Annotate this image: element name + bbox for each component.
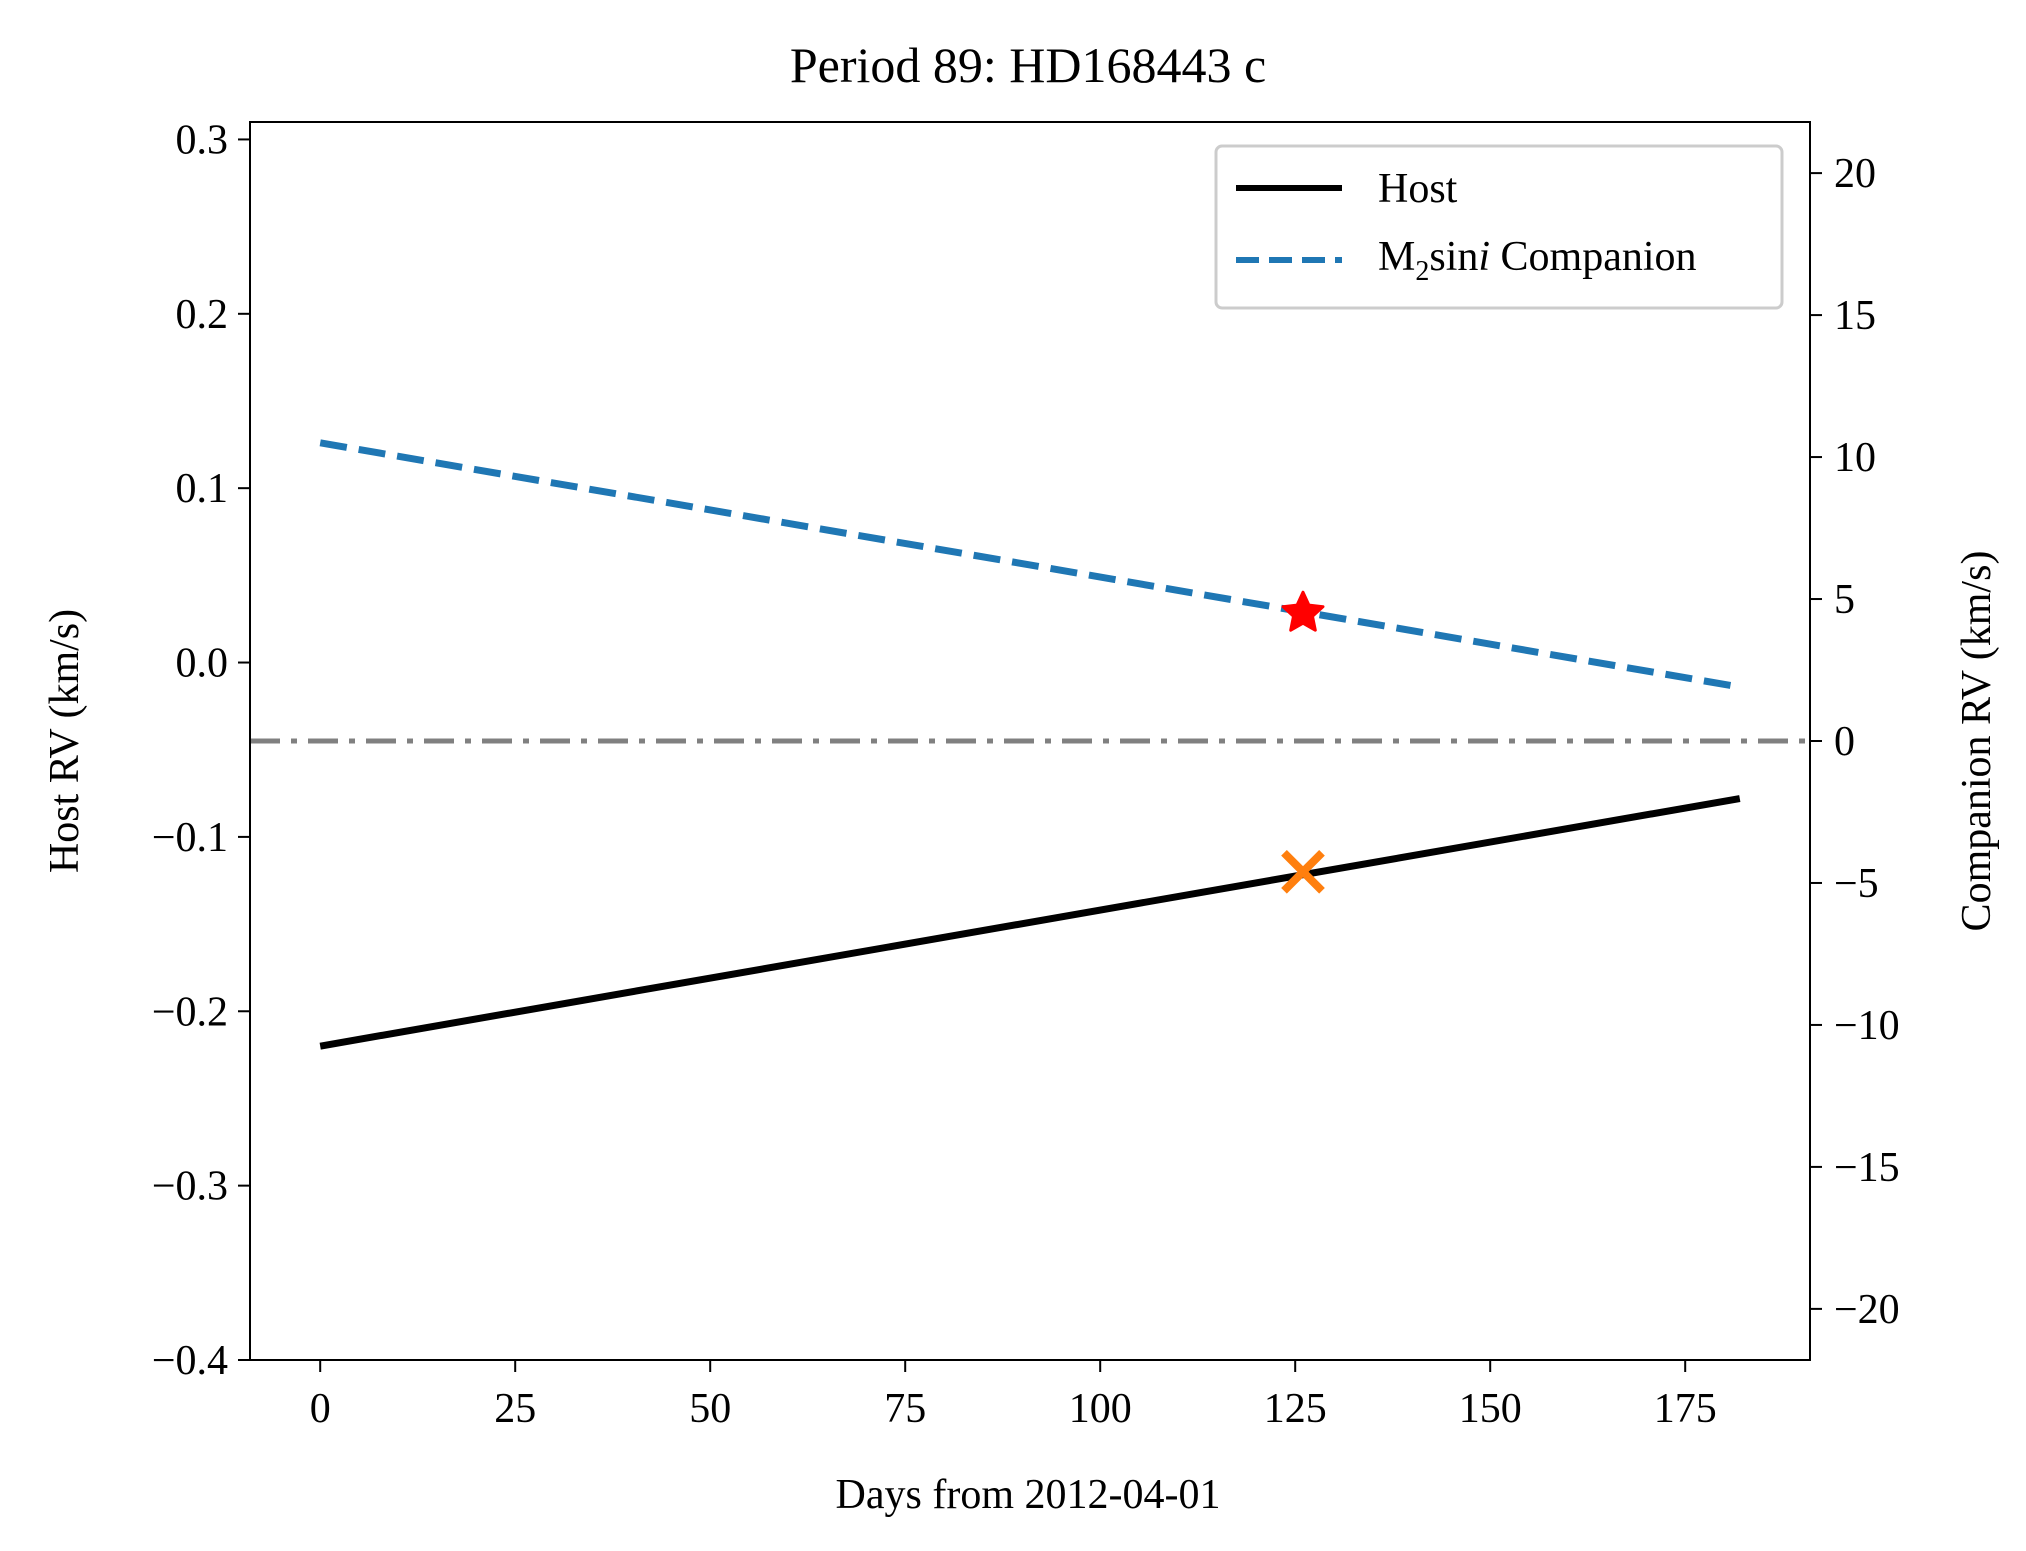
x-tick-label: 125 — [1264, 1386, 1327, 1432]
right-y-tick-label: −10 — [1834, 1003, 1900, 1049]
left-y-tick-label: 0.0 — [176, 641, 229, 687]
right-y-tick-label: 5 — [1834, 577, 1855, 623]
left-y-tick-label: 0.3 — [176, 117, 229, 163]
right-y-tick-label: −20 — [1834, 1287, 1900, 1333]
host-epoch-x-marker — [1281, 849, 1325, 894]
left-y-tick-label: −0.3 — [152, 1164, 228, 1210]
right-y-axis: 20 15 10 5 0 −5 −10 −15 −20 — [1810, 151, 1900, 1333]
left-y-tick-label: −0.1 — [152, 815, 228, 861]
companion-rv-line — [319, 439, 1741, 691]
left-y-tick-label: 0.1 — [176, 466, 229, 512]
legend-host-label: Host — [1378, 166, 1458, 212]
left-y-tick-label: −0.4 — [152, 1338, 228, 1384]
right-y-tick-label: −15 — [1834, 1145, 1900, 1191]
x-tick-label: 75 — [884, 1386, 926, 1432]
right-y-tick-label: 15 — [1834, 293, 1876, 339]
right-y-tick-label: 10 — [1834, 435, 1876, 481]
x-tick-label: 150 — [1459, 1386, 1522, 1432]
x-axis-label: Days from 2012-04-01 — [836, 1472, 1221, 1518]
x-tick-label: 100 — [1069, 1386, 1132, 1432]
x-axis: 0 25 50 75 100 125 150 175 — [310, 1360, 1717, 1432]
right-y-tick-label: −5 — [1834, 861, 1879, 907]
right-y-tick-label: 20 — [1834, 151, 1876, 197]
plot-marks — [250, 439, 1810, 1050]
right-y-tick-label: 0 — [1834, 719, 1855, 765]
x-tick-label: 25 — [494, 1386, 536, 1432]
x-tick-label: 175 — [1654, 1386, 1717, 1432]
chart-title: Period 89: HD168443 c — [790, 37, 1266, 93]
host-rv-line — [319, 795, 1741, 1050]
legend-companion-label: M2sini Companion — [1378, 234, 1697, 287]
legend: Host M2sini Companion — [1214, 144, 1784, 310]
x-tick-label: 50 — [689, 1386, 731, 1432]
left-y-axis: 0.3 0.2 0.1 0.0 −0.1 −0.2 −0.3 −0.4 — [152, 117, 250, 1384]
x-tick-label: 0 — [310, 1386, 331, 1432]
right-y-axis-label: Companion RV (km/s) — [1954, 551, 2000, 932]
companion-epoch-star-marker — [1281, 590, 1325, 632]
left-y-tick-label: 0.2 — [176, 292, 229, 338]
left-y-tick-label: −0.2 — [152, 989, 228, 1035]
left-y-axis-label: Host RV (km/s) — [42, 609, 88, 873]
x-marker-stroke — [1281, 849, 1325, 894]
legend-box — [1214, 144, 1784, 310]
